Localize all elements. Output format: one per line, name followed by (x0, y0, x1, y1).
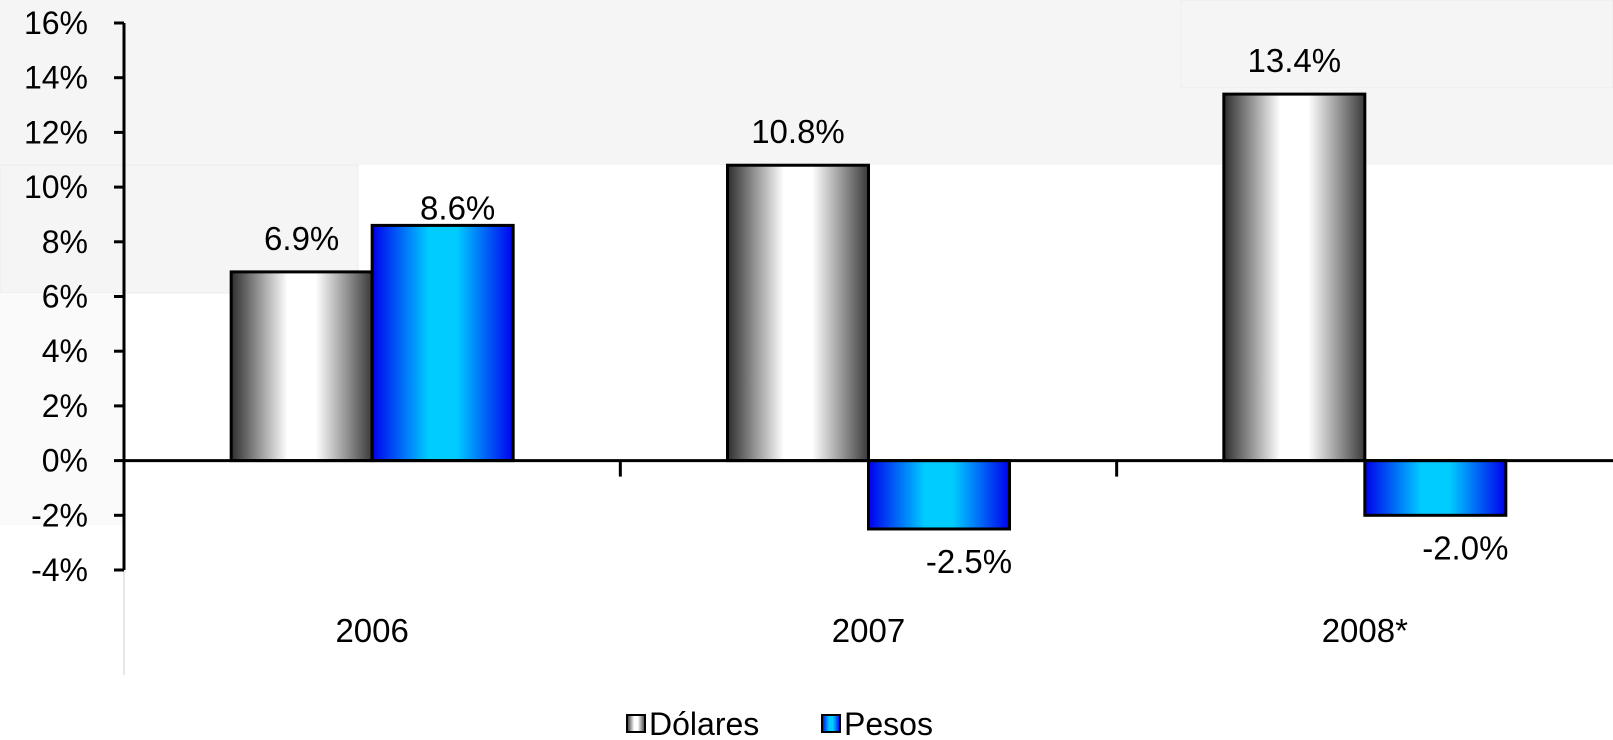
plot-area: 16% 14% 12% 10% 8% 6% 4% 2% 0% -2% -4% 2006 6.9% 8.6%… (24, 5, 1613, 649)
bg-panel-right (1179, 0, 1613, 89)
y-tick-label: 2% (42, 388, 88, 424)
y-tick-label: 16% (24, 5, 88, 41)
x-category-label: 2006 (335, 612, 408, 649)
y-tick-label: 12% (24, 114, 88, 150)
legend-label-dolares: Dólares (649, 706, 759, 740)
x-category-label: 2007 (832, 612, 905, 649)
bar-pesos (1363, 459, 1508, 517)
y-tick-label: -4% (31, 552, 88, 588)
legend-swatch-pesos (821, 714, 841, 733)
data-label: 8.6% (420, 189, 495, 226)
data-label: 10.8% (751, 113, 845, 150)
y-tick-label: -2% (31, 497, 88, 533)
data-label: 13.4% (1248, 42, 1342, 79)
bg-panel-bottom (0, 293, 123, 525)
bar-pesos (867, 459, 1011, 531)
x-category-label: 2008* (1322, 612, 1408, 649)
legend-label-pesos: Pesos (844, 706, 933, 740)
y-tick-label: 6% (42, 279, 88, 315)
bg-panel-mid2 (358, 88, 1613, 165)
legend: Dólares Pesos (626, 706, 933, 740)
legend-swatch-dolares (626, 714, 646, 733)
bar-dolares (229, 270, 374, 463)
bar-pesos (370, 223, 515, 463)
y-tick-label: 8% (42, 224, 88, 260)
data-label: 6.9% (264, 220, 339, 257)
y-tick-label: 4% (42, 333, 88, 369)
data-label: -2.0% (1422, 529, 1508, 566)
y-tick-label: 0% (42, 443, 88, 479)
bar-dolares (726, 163, 870, 463)
y-tick-label: 10% (24, 169, 88, 205)
bar-dolares (1222, 92, 1367, 463)
y-tick-label: 14% (24, 60, 88, 96)
data-label: -2.5% (926, 543, 1012, 580)
